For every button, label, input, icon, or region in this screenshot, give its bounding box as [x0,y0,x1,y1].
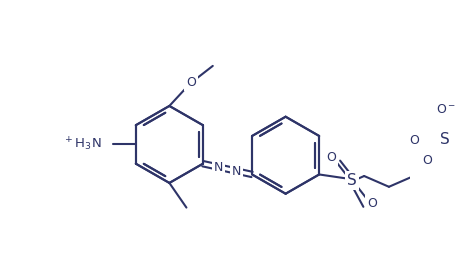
Text: $^+$H$_3$N: $^+$H$_3$N [63,136,101,153]
Text: N: N [213,161,223,174]
Text: O: O [366,197,376,210]
Text: O: O [422,154,432,167]
Text: O: O [326,151,336,164]
Text: N: N [231,165,241,178]
Text: O: O [366,197,376,210]
Text: O: O [186,76,196,89]
Text: S: S [439,132,449,147]
Text: S: S [346,173,356,188]
Text: O: O [408,134,418,147]
Text: S: S [346,173,356,188]
Text: $^+$H$_3$N: $^+$H$_3$N [63,136,101,153]
Text: O: O [326,151,336,164]
Text: O$^-$: O$^-$ [435,103,455,116]
Text: O: O [186,76,196,89]
Text: N: N [213,161,223,174]
Text: O$^-$: O$^-$ [435,103,455,116]
Text: O: O [408,134,418,147]
Text: N: N [231,165,241,178]
Text: S: S [439,132,449,147]
Text: O: O [422,154,432,167]
